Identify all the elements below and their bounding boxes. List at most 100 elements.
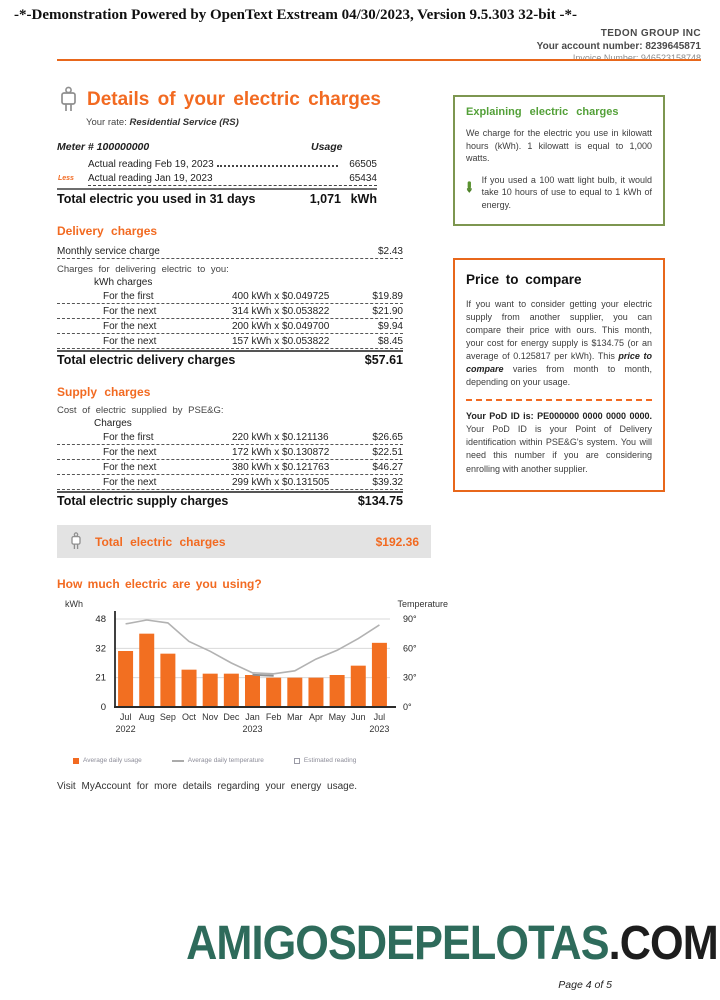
rate-value: Residential Service (RS) bbox=[129, 117, 239, 128]
plug-icon bbox=[71, 532, 81, 549]
row-label: For the next bbox=[103, 477, 157, 488]
grand-total-value: $192.36 bbox=[375, 534, 419, 549]
legend-label: Estimated reading bbox=[303, 757, 357, 764]
usage-total-value: 1,071 bbox=[309, 192, 341, 206]
svg-text:Sep: Sep bbox=[160, 712, 176, 722]
company-name: TEDON GROUP INC bbox=[600, 28, 701, 39]
reading-row-current: Actual reading Feb 19, 2023 66505 bbox=[88, 159, 377, 170]
svg-text:Feb: Feb bbox=[266, 712, 282, 722]
total-electric-charges-bar: Total electric charges $192.36 bbox=[57, 525, 431, 558]
delivery-intro: Charges for delivering electric to you: bbox=[57, 264, 229, 275]
lightbulb-tip-text: If you used a 100 watt light bulb, it wo… bbox=[481, 174, 652, 210]
row-calc: 299 kWh x $0.131505 bbox=[232, 477, 330, 488]
row-label: For the next bbox=[103, 462, 157, 473]
chart-legend: Average daily usage Average daily tempera… bbox=[73, 757, 449, 764]
supply-intro: Cost of electric supplied by PSE&G: bbox=[57, 405, 224, 416]
bar-swatch-icon bbox=[73, 757, 79, 764]
charge-row: For the next 314 kWh x $0.053822 $21.90 bbox=[57, 304, 403, 319]
usage-chart-heading: How much electric are you using? bbox=[57, 577, 262, 591]
monthly-service-row: Monthly service charge $2.43 bbox=[57, 244, 403, 259]
svg-text:90°: 90° bbox=[403, 614, 417, 624]
total-label: Total electric delivery charges bbox=[57, 353, 236, 367]
meter-row: Meter # 100000000 Usage bbox=[57, 141, 431, 153]
account-block: TEDON GROUP INC Your account number: 823… bbox=[537, 27, 701, 65]
pod-id-value: Your PoD ID is: PE000000 0000 0000 0000. bbox=[466, 411, 652, 422]
row-label: For the next bbox=[103, 306, 157, 317]
row-value: $8.45 bbox=[377, 336, 403, 347]
reading-label: Actual reading Jan 19, 2023 bbox=[88, 173, 213, 184]
compare-box-title: Price to compare bbox=[466, 272, 582, 287]
supply-total-row: Total electric supply charges $134.75 bbox=[57, 491, 403, 508]
usage-column-header: Usage bbox=[311, 141, 343, 153]
supply-charges-table: Cost of electric supplied by PSE&G: Char… bbox=[57, 405, 403, 508]
row-calc: 380 kWh x $0.121763 bbox=[232, 462, 330, 473]
est-swatch-icon bbox=[293, 757, 300, 764]
header-divider bbox=[57, 59, 701, 61]
watermark: AMIGOSDEPELOTAS.COM bbox=[186, 917, 719, 971]
price-to-compare-box: Price to compare If you want to consider… bbox=[453, 258, 665, 492]
row-label: For the next bbox=[103, 336, 157, 347]
usage-chart-area: kWh Temperature 48 90° 32 60° 21 30° 0 0° Jul 2022 A… bbox=[57, 597, 449, 764]
explaining-charges-box: Explaining electric charges We charge fo… bbox=[453, 95, 665, 226]
row-calc: 200 kWh x $0.049700 bbox=[232, 321, 330, 332]
row-value: $19.89 bbox=[372, 291, 403, 302]
row-label: For the first bbox=[103, 291, 154, 302]
row-calc: 220 kWh x $0.121136 bbox=[232, 432, 329, 443]
total-label: Total electric supply charges bbox=[57, 494, 229, 508]
row-value: $9.94 bbox=[377, 321, 403, 332]
meter-number: Meter # 100000000 bbox=[57, 141, 150, 153]
watermark-suffix: .COM bbox=[608, 917, 719, 970]
svg-text:2023: 2023 bbox=[369, 724, 389, 734]
row-label: For the next bbox=[103, 321, 157, 332]
explain-box-title: Explaining electric charges bbox=[466, 106, 619, 118]
rate-label: Your rate: bbox=[86, 117, 127, 128]
svg-text:60°: 60° bbox=[403, 643, 417, 653]
svg-text:Aug: Aug bbox=[139, 712, 155, 722]
myaccount-note: Visit MyAccount for more details regardi… bbox=[57, 781, 358, 792]
svg-text:kWh: kWh bbox=[65, 599, 83, 609]
lightbulb-icon bbox=[466, 181, 472, 193]
total-value: $134.75 bbox=[357, 494, 403, 508]
svg-text:30°: 30° bbox=[403, 673, 417, 683]
row-calc: 314 kWh x $0.053822 bbox=[232, 306, 330, 317]
svg-text:0: 0 bbox=[101, 702, 106, 713]
usage-total-row: Total electric you used in 31 days 1,071… bbox=[57, 188, 377, 206]
watermark-brand: AMIGOSDEPELOTAS bbox=[186, 917, 609, 970]
charge-row: For the next 200 kWh x $0.049700 $9.94 bbox=[57, 319, 403, 334]
charge-row: For the next 172 kWh x $0.130872 $22.51 bbox=[57, 445, 403, 460]
explain-box-body: We charge for the electric you use in ki… bbox=[466, 128, 652, 164]
row-value: $39.32 bbox=[372, 477, 403, 488]
lightbulb-tip-row: If you used a 100 watt light bulb, it wo… bbox=[466, 174, 652, 212]
reading-label: Actual reading Feb 19, 2023 bbox=[88, 159, 214, 170]
svg-text:48: 48 bbox=[95, 614, 106, 625]
delivery-charges-table: Monthly service charge $2.43 Charges for… bbox=[57, 244, 403, 367]
svg-text:Jul: Jul bbox=[374, 712, 386, 722]
row-calc: 400 kWh x $0.049725 bbox=[232, 291, 330, 302]
account-number-label: Your account number: bbox=[536, 41, 643, 52]
charge-row: For the first 220 kWh x $0.121136 $26.65 bbox=[57, 430, 403, 445]
account-number-value: 8239645871 bbox=[645, 41, 701, 52]
delivery-charges-heading: Delivery charges bbox=[57, 224, 158, 238]
row-label: For the next bbox=[103, 447, 157, 458]
compare-box-paragraph: If you want to consider getting your ele… bbox=[466, 299, 652, 388]
page-number: Page 4 of 5 bbox=[558, 979, 612, 991]
price-to-compare-emphasis: price to compare bbox=[466, 351, 652, 375]
reading-value: 66505 bbox=[349, 159, 377, 170]
legend-label: Average daily temperature bbox=[187, 757, 264, 764]
pod-id-paragraph: Your PoD ID is: PE000000 0000 0000 0000.… bbox=[466, 411, 652, 474]
svg-text:Jul: Jul bbox=[120, 712, 132, 722]
row-label: For the first bbox=[103, 432, 154, 443]
svg-text:Jan: Jan bbox=[245, 712, 260, 722]
legend-item: Average daily usage bbox=[73, 757, 142, 764]
row-label: Monthly service charge bbox=[57, 246, 160, 257]
supply-charges-heading: Supply charges bbox=[57, 385, 151, 399]
section-title-row: Details of your electric charges bbox=[57, 86, 431, 114]
svg-text:21: 21 bbox=[95, 673, 106, 684]
usage-total-unit: kWh bbox=[350, 192, 377, 206]
invoice-number-value: 946523158748 bbox=[640, 53, 701, 63]
account-number-line: Your account number: 8239645871 bbox=[537, 40, 701, 53]
row-value: $21.90 bbox=[372, 306, 403, 317]
kwh-charges-label: kWh charges bbox=[94, 277, 153, 288]
